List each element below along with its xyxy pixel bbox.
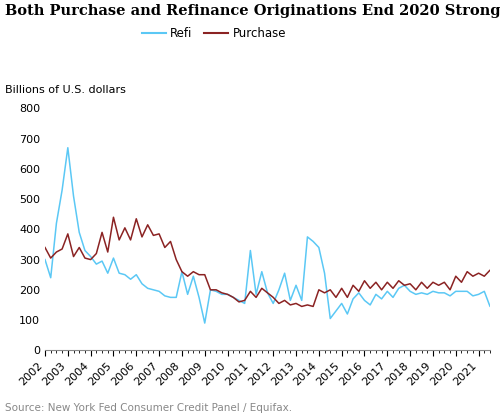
Refi (48, 275, 54, 280)
Purchase (48, 256, 54, 261)
Purchase (253, 295, 259, 300)
Purchase (42, 245, 48, 250)
Refi (259, 269, 265, 274)
Text: Billions of U.S. dollars: Billions of U.S. dollars (5, 85, 126, 95)
Purchase (407, 281, 413, 286)
Line: Purchase: Purchase (45, 213, 500, 306)
Line: Refi: Refi (45, 139, 500, 323)
Text: Both Purchase and Refinance Originations End 2020 Strongly: Both Purchase and Refinance Originations… (5, 4, 500, 18)
Legend: Refi, Purchase: Refi, Purchase (137, 23, 291, 45)
Purchase (430, 280, 436, 285)
Text: Source: New York Fed Consumer Credit Panel / Equifax.: Source: New York Fed Consumer Credit Pan… (5, 403, 292, 413)
Purchase (298, 304, 304, 309)
Refi (430, 289, 436, 294)
Refi (407, 289, 413, 294)
Refi (202, 321, 207, 326)
Refi (70, 193, 76, 198)
Purchase (70, 254, 76, 259)
Purchase (276, 301, 282, 306)
Refi (282, 271, 288, 276)
Refi (42, 257, 48, 262)
